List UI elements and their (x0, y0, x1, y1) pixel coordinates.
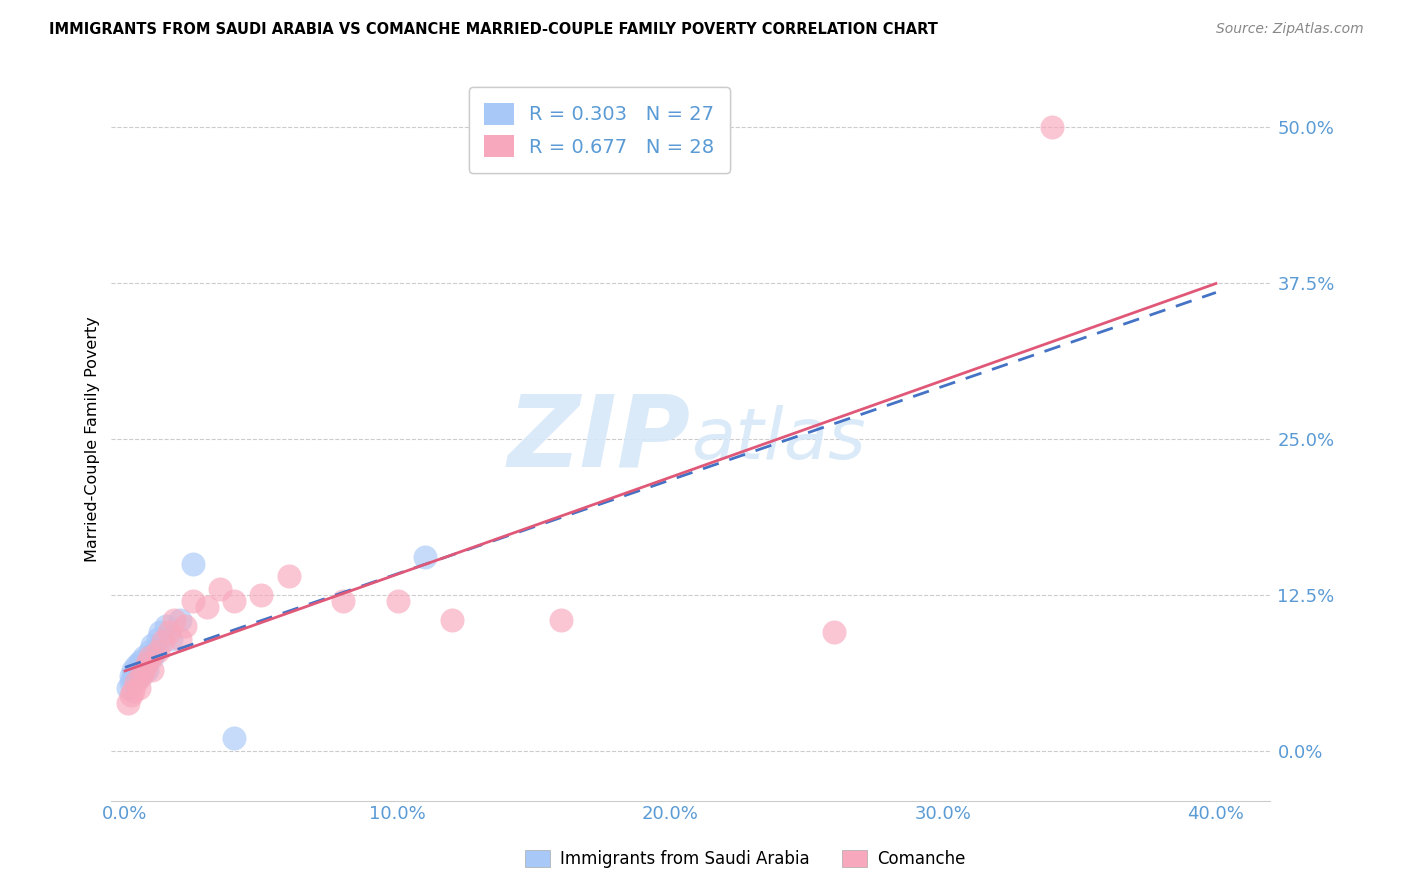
Point (146, 644, 169, 658)
Point (120, 669, 142, 683)
Point (128, 681, 150, 696)
Point (332, 594, 354, 608)
Point (146, 632, 169, 646)
Point (125, 675, 148, 690)
Text: IMMIGRANTS FROM SAUDI ARABIA VS COMANCHE MARRIED-COUPLE FAMILY POVERTY CORRELATI: IMMIGRANTS FROM SAUDI ARABIA VS COMANCHE… (49, 22, 938, 37)
Point (122, 684, 145, 698)
Text: ZIP: ZIP (508, 391, 690, 488)
Point (181, 557, 204, 571)
Point (209, 582, 232, 596)
Point (169, 632, 191, 646)
Point (441, 613, 464, 627)
Point (135, 657, 157, 671)
Point (181, 594, 204, 608)
Point (143, 644, 166, 658)
Point (125, 666, 148, 681)
Point (138, 650, 160, 665)
Point (141, 638, 163, 652)
Point (117, 681, 139, 696)
Point (134, 659, 156, 673)
Point (120, 688, 142, 702)
Point (163, 613, 186, 627)
Point (141, 663, 163, 677)
Point (195, 600, 218, 615)
Text: Source: ZipAtlas.com: Source: ZipAtlas.com (1216, 22, 1364, 37)
Point (155, 619, 177, 633)
Point (138, 644, 160, 658)
Point (169, 613, 191, 627)
Legend: Immigrants from Saudi Arabia, Comanche: Immigrants from Saudi Arabia, Comanche (517, 843, 973, 875)
Point (128, 669, 150, 683)
Point (135, 657, 157, 671)
Point (134, 663, 156, 677)
Point (413, 550, 436, 565)
Legend: R = 0.303   N = 27, R = 0.677   N = 28: R = 0.303 N = 27, R = 0.677 N = 28 (468, 87, 730, 173)
Point (120, 675, 142, 690)
Point (387, 594, 409, 608)
Point (128, 657, 150, 671)
Point (131, 663, 153, 677)
Point (160, 632, 183, 646)
Point (224, 594, 246, 608)
Point (135, 663, 157, 677)
Point (224, 731, 246, 746)
Point (125, 659, 148, 673)
Text: atlas: atlas (690, 405, 866, 474)
Point (122, 672, 145, 686)
Point (141, 650, 163, 665)
Point (134, 650, 156, 665)
Point (277, 569, 299, 583)
Point (823, 625, 845, 640)
Point (1040, 120, 1063, 135)
Point (117, 697, 139, 711)
Point (152, 634, 174, 648)
Point (122, 663, 145, 677)
Point (149, 625, 172, 640)
Point (131, 654, 153, 668)
Point (550, 613, 572, 627)
Point (174, 619, 197, 633)
Point (131, 669, 153, 683)
Y-axis label: Married-Couple Family Poverty: Married-Couple Family Poverty (86, 316, 100, 562)
Point (250, 588, 273, 602)
Point (157, 625, 180, 640)
